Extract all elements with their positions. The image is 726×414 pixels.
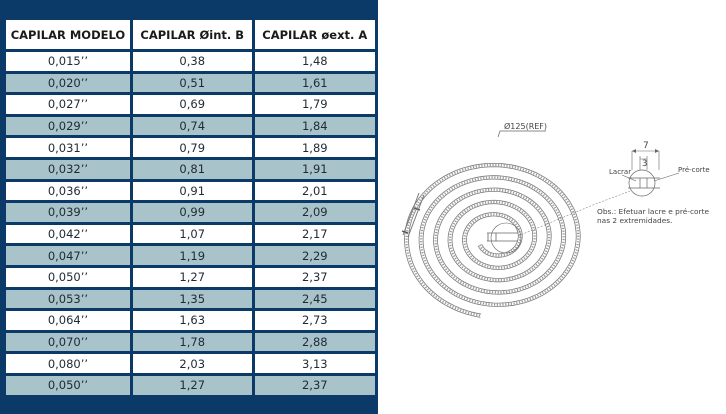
dimension-total: 7 <box>643 141 649 151</box>
table-row: 0,080’’ 2,03 3,13 <box>6 354 375 373</box>
cell-int-b: 1,07 <box>132 224 252 244</box>
cell-int-b: 1,63 <box>132 311 252 330</box>
cell-ext-a: 1,48 <box>254 52 375 71</box>
cell-modelo: 0,015’’ <box>6 52 130 71</box>
cell-ext-a: 1,79 <box>254 95 375 114</box>
cell-ext-a: 2,37 <box>254 267 375 287</box>
cell-ext-a: 2,17 <box>254 224 375 244</box>
pre-corte-leader <box>653 172 680 182</box>
cell-modelo: 0,031’’ <box>6 138 130 157</box>
detail-tube <box>628 177 660 189</box>
capillary-coil-drawing: Ø125(REF) 7 3 Lacrar Pré-corte Obs.: Efe… <box>401 121 710 318</box>
header-capilar-int-b: CAPILAR Øint. B <box>132 20 252 49</box>
table-body: 0,015’’ 0,38 1,48 0,020’’ 0,51 1,61 0,027’’ 0,6… <box>6 52 375 395</box>
obs-line-1: Obs.: Efetuar lacre e pré-corte <box>597 207 709 216</box>
cell-ext-a: 2,01 <box>254 181 375 201</box>
coil-turn-path <box>404 163 581 318</box>
cell-modelo: 0,027’’ <box>6 95 130 114</box>
cell-modelo: 0,047’’ <box>6 246 130 265</box>
table-row: 0,050’’ 1,27 2,37 <box>6 375 375 395</box>
lacrar-leader <box>621 174 637 182</box>
diameter-label: Ø125(REF) <box>504 121 547 131</box>
capillary-end-marks <box>401 207 421 234</box>
detail-circle <box>628 169 656 197</box>
table-row: 0,031’’ 0,79 1,89 <box>6 138 375 157</box>
coil-spiral <box>404 163 581 318</box>
table-header-row: CAPILAR MODELO CAPILAR Øint. B CAPILAR ø… <box>6 20 375 49</box>
table-row: 0,053’’ 1,35 2,45 <box>6 289 375 309</box>
cell-ext-a: 2,09 <box>254 203 375 222</box>
table-row: 0,047’’ 1,19 2,29 <box>6 246 375 265</box>
cell-ext-a: 2,88 <box>254 332 375 352</box>
table-row: 0,042’’ 1,07 2,17 <box>6 224 375 244</box>
cell-int-b: 1,35 <box>132 289 252 309</box>
capillary-straight-end <box>402 192 425 238</box>
cell-ext-a: 1,61 <box>254 73 375 93</box>
cell-int-b: 0,38 <box>132 52 252 71</box>
cell-ext-a: 1,91 <box>254 159 375 179</box>
cell-modelo: 0,080’’ <box>6 354 130 373</box>
cell-modelo: 0,053’’ <box>6 289 130 309</box>
cell-int-b: 0,91 <box>132 181 252 201</box>
cell-int-b: 1,27 <box>132 267 252 287</box>
table-row: 0,020’’ 0,51 1,61 <box>6 73 375 93</box>
dimension-lines <box>631 150 660 170</box>
cell-modelo: 0,032’’ <box>6 159 130 179</box>
table-row: 0,029’’ 0,74 1,84 <box>6 116 375 136</box>
obs-leader-line <box>517 190 631 237</box>
table-row: 0,039’’ 0,99 2,09 <box>6 203 375 222</box>
table-row: 0,050’’ 1,27 2,37 <box>6 267 375 287</box>
capillary-inner-end <box>487 232 518 242</box>
cell-modelo: 0,036’’ <box>6 181 130 201</box>
header-capilar-ext-a: CAPILAR øext. A <box>254 20 375 49</box>
cell-ext-a: 3,13 <box>254 354 375 373</box>
cell-modelo: 0,039’’ <box>6 203 130 222</box>
cell-int-b: 1,27 <box>132 375 252 395</box>
dimension-lacre: 3 <box>642 159 647 169</box>
cell-modelo: 0,029’’ <box>6 116 130 136</box>
table-row: 0,070’’ 1,78 2,88 <box>6 332 375 352</box>
cell-ext-a: 2,45 <box>254 289 375 309</box>
table-row: 0,064’’ 1,63 2,73 <box>6 311 375 330</box>
cell-modelo: 0,042’’ <box>6 224 130 244</box>
inner-end-circle <box>490 222 522 254</box>
cell-int-b: 0,69 <box>132 95 252 114</box>
label-lacrar: Lacrar <box>609 168 631 176</box>
cell-modelo: 0,050’’ <box>6 267 130 287</box>
cell-ext-a: 2,73 <box>254 311 375 330</box>
table-row: 0,027’’ 0,69 1,79 <box>6 95 375 114</box>
cell-ext-a: 1,84 <box>254 116 375 136</box>
coil-turn-path <box>405 164 580 317</box>
cell-ext-a: 1,89 <box>254 138 375 157</box>
cell-ext-a: 2,37 <box>254 375 375 395</box>
table-row: 0,032’’ 0,81 1,91 <box>6 159 375 179</box>
obs-line-2: nas 2 extremidades. <box>597 216 673 225</box>
cell-modelo: 0,064’’ <box>6 311 130 330</box>
cell-int-b: 0,51 <box>132 73 252 93</box>
cell-int-b: 1,19 <box>132 246 252 265</box>
coil-turn-path <box>408 166 577 315</box>
cell-modelo: 0,020’’ <box>6 73 130 93</box>
cell-int-b: 0,74 <box>132 116 252 136</box>
cell-int-b: 1,78 <box>132 332 252 352</box>
table-row: 0,015’’ 0,38 1,48 <box>6 52 375 71</box>
cell-modelo: 0,070’’ <box>6 332 130 352</box>
cell-int-b: 2,03 <box>132 354 252 373</box>
cell-modelo: 0,050’’ <box>6 375 130 395</box>
diameter-leader-line <box>497 130 546 138</box>
spec-table-panel: CAPILAR MODELO CAPILAR Øint. B CAPILAR ø… <box>0 0 378 414</box>
capillary-spec-table: CAPILAR MODELO CAPILAR Øint. B CAPILAR ø… <box>3 17 378 398</box>
header-capilar-modelo: CAPILAR MODELO <box>6 20 130 49</box>
cell-int-b: 0,99 <box>132 203 252 222</box>
cell-int-b: 0,81 <box>132 159 252 179</box>
cell-ext-a: 2,29 <box>254 246 375 265</box>
label-pre-corte: Pré-corte <box>678 166 710 174</box>
cell-int-b: 0,79 <box>132 138 252 157</box>
table-row: 0,036’’ 0,91 2,01 <box>6 181 375 201</box>
